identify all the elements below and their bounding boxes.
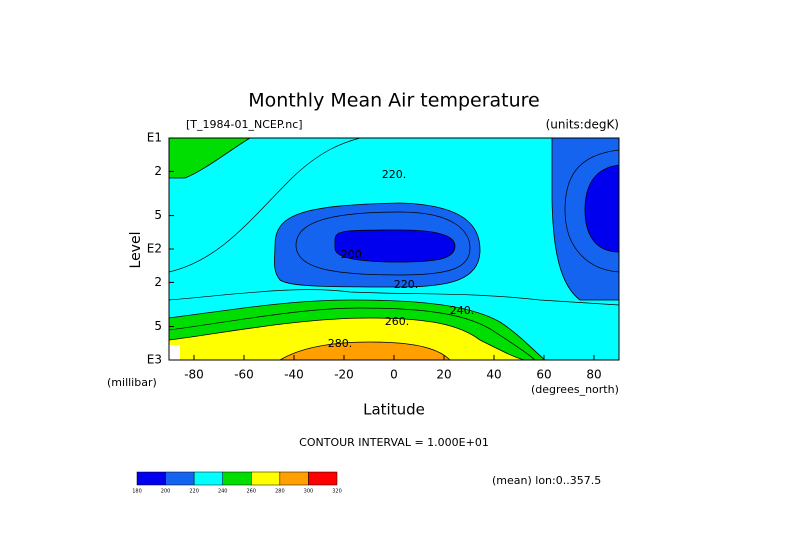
- contour-region: [279, 341, 451, 360]
- contour-label: 240.: [450, 304, 475, 317]
- y-unit: (millibar): [107, 376, 157, 389]
- colorbar-label: 280: [275, 489, 285, 495]
- contour-interval: CONTOUR INTERVAL = 1.000E+01: [299, 436, 489, 449]
- contour-line: [564, 149, 619, 273]
- colorbar-box: [136, 471, 166, 486]
- contour-region: [169, 138, 251, 179]
- y-tick-label: E1: [147, 131, 162, 145]
- contour-line: [295, 211, 471, 276]
- y-tick-label: 5: [154, 319, 162, 333]
- x-tick-label: -20: [334, 368, 354, 382]
- contour-region: [584, 164, 619, 253]
- contour-label: 200.: [341, 248, 366, 261]
- y-tick-label: E3: [147, 353, 162, 367]
- units-label: (units:degK): [546, 118, 619, 132]
- colorbar-box: [251, 471, 281, 486]
- x-tick-label: 40: [486, 368, 501, 382]
- colorbar-label: 220: [189, 489, 199, 495]
- contour-line: [169, 289, 619, 306]
- contour-label: 220.: [382, 168, 407, 181]
- x-tick-label: -40: [284, 368, 304, 382]
- missing-region: [169, 345, 180, 360]
- contour-label: 280.: [328, 337, 353, 350]
- x-tick-label: -60: [234, 368, 254, 382]
- contour-label: 260.: [385, 315, 410, 328]
- colorbar-box: [308, 471, 338, 486]
- contour-field: 220. 200. 220. 240. 260. 280.: [169, 138, 619, 360]
- y-axis-label: Level: [128, 232, 144, 269]
- x-tick-label: -80: [184, 368, 204, 382]
- colorbar-label: 300: [304, 489, 314, 495]
- contour-line: [169, 307, 536, 360]
- y-tick-label: 2: [154, 275, 162, 289]
- y-tick-label: 5: [154, 208, 162, 222]
- y-tick-label: E2: [147, 242, 162, 256]
- colorbar-label: 240: [218, 489, 228, 495]
- chart-title: Monthly Mean Air temperature: [248, 90, 539, 112]
- colorbar-label: 320: [332, 489, 342, 495]
- colorbar-box: [279, 471, 309, 486]
- contour-region: [169, 317, 526, 360]
- colorbar-label: 200: [161, 489, 171, 495]
- colorbar-label: 260: [247, 489, 257, 495]
- x-axis-label: Latitude: [363, 401, 425, 419]
- file-label: [T_1984-01_NCEP.nc]: [186, 118, 303, 131]
- colorbar-label: 180: [132, 489, 142, 495]
- contour-line: [169, 138, 361, 273]
- x-tick-label: 20: [436, 368, 451, 382]
- colorbar-box: [165, 471, 195, 486]
- colorbar-box: [193, 471, 223, 486]
- x-tick-label: 0: [390, 368, 398, 382]
- x-tick-label: 80: [586, 368, 601, 382]
- contour-label: 220.: [394, 278, 419, 291]
- x-unit: (degrees_north): [531, 383, 619, 396]
- colorbar-box: [222, 471, 252, 486]
- contour-region: [334, 229, 456, 263]
- x-tick-label: 60: [536, 368, 551, 382]
- footnote: (mean) lon:0..357.5: [492, 474, 601, 487]
- y-tick-label: 2: [154, 164, 162, 178]
